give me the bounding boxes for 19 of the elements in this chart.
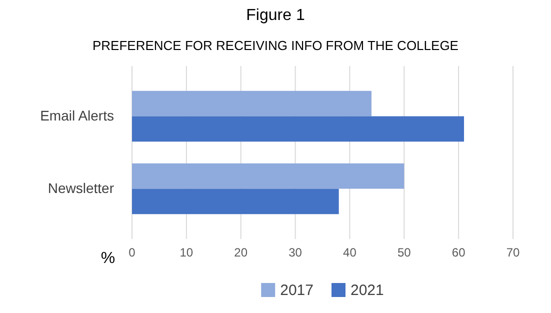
x-tick-label: 40 bbox=[343, 246, 357, 260]
chart-subtitle: PREFERENCE FOR RECEIVING INFO FROM THE COLLEGE bbox=[92, 38, 459, 53]
y-tick-label: Email Alerts bbox=[40, 108, 114, 124]
x-tick-label: 20 bbox=[234, 246, 248, 260]
y-tick-label: Newsletter bbox=[48, 180, 114, 196]
x-tick-label: 70 bbox=[506, 246, 520, 260]
bar bbox=[132, 90, 372, 116]
x-tick-label: 60 bbox=[452, 246, 466, 260]
x-tick-label: 10 bbox=[180, 246, 194, 260]
legend-label: 2017 bbox=[280, 282, 314, 299]
bar bbox=[132, 188, 339, 214]
x-tick-label: 0 bbox=[128, 246, 136, 260]
bar bbox=[132, 116, 464, 142]
x-axis-title: % bbox=[100, 250, 116, 267]
legend-label: 2021 bbox=[350, 282, 384, 299]
chart-title: Figure 1 bbox=[246, 7, 305, 24]
x-tick-label: 50 bbox=[397, 246, 412, 260]
x-tick-label: 30 bbox=[288, 246, 302, 260]
bar bbox=[132, 163, 404, 189]
